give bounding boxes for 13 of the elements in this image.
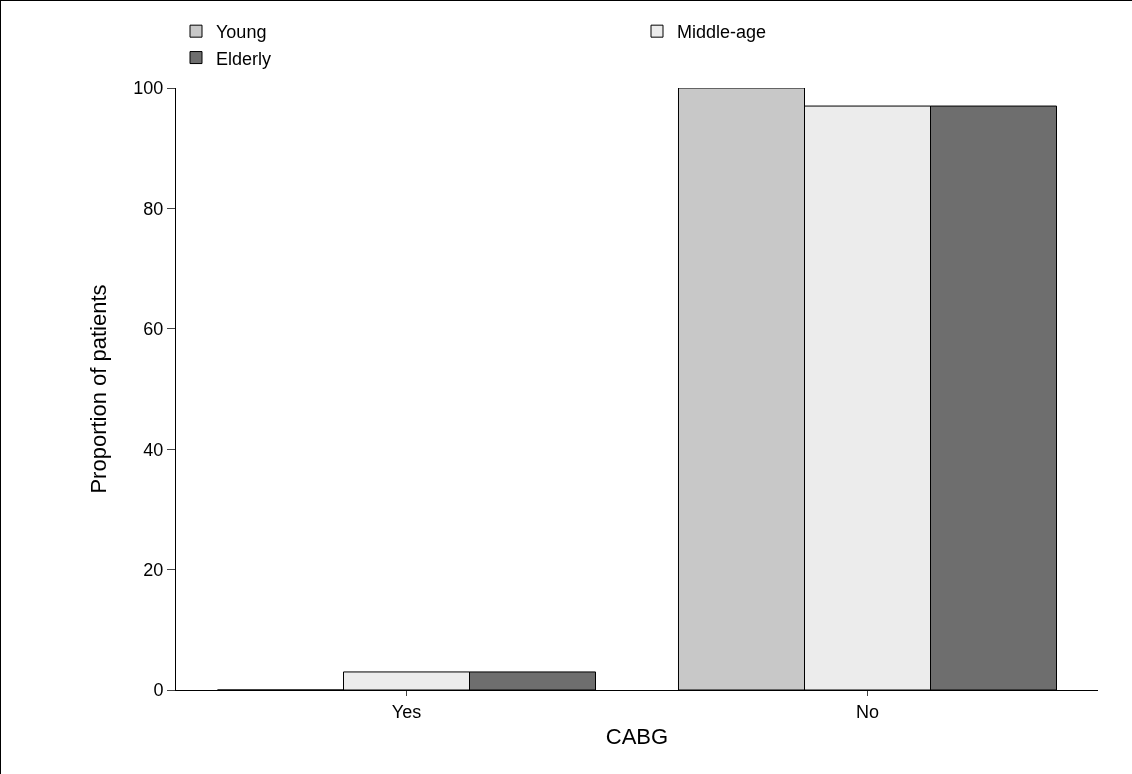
legend-label: Middle-age <box>677 22 767 43</box>
x-tick-label: No <box>855 701 880 722</box>
y-axis-title: Proportion of patients <box>86 284 112 494</box>
legend-label: Elderly <box>216 48 272 69</box>
y-tick-label: 0 <box>153 680 164 701</box>
y-tick-label: 100 <box>133 78 164 99</box>
x-axis-title: CABG <box>605 724 669 750</box>
y-tick-label: 60 <box>143 319 164 340</box>
x-tick-label: Yes <box>391 701 422 722</box>
legend-label: Young <box>216 22 267 43</box>
y-tick-label: 40 <box>143 439 164 460</box>
y-tick-label: 80 <box>143 198 164 219</box>
y-tick-label: 20 <box>143 559 164 580</box>
